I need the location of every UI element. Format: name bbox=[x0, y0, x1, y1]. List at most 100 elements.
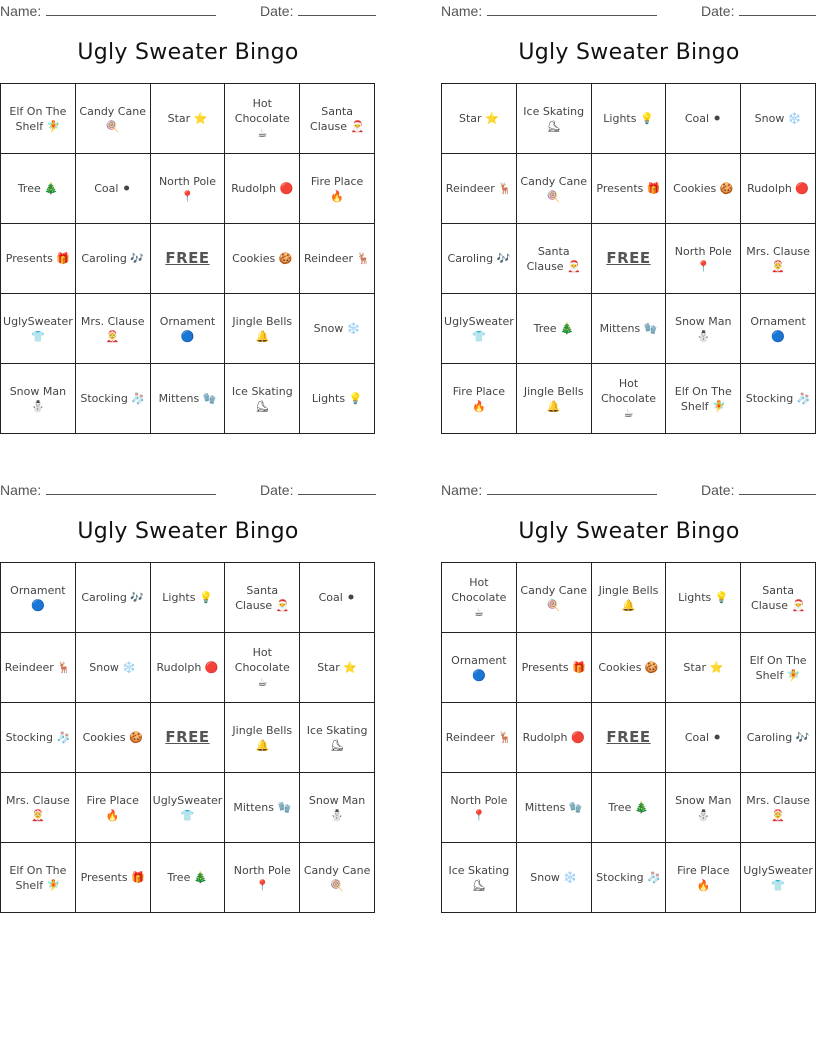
bingo-cell: Ice Skating ⛸ bbox=[300, 703, 375, 773]
bingo-cell: UglySweater 👕 bbox=[442, 294, 517, 364]
name-field: Name: bbox=[0, 481, 217, 498]
bingo-cell: Ice Skating ⛸ bbox=[442, 843, 517, 913]
bingo-cell: Reindeer 🦌 bbox=[1, 633, 76, 703]
bingo-cell: Mrs. Clause 🤶 bbox=[1, 773, 76, 843]
bingo-cell: Jingle Bells 🔔 bbox=[225, 294, 301, 364]
bingo-cell: Presents 🎁 bbox=[1, 224, 76, 294]
bingo-cell: Santa Clause 🎅 bbox=[741, 563, 816, 633]
bingo-cell: Fire Place 🔥 bbox=[666, 843, 742, 913]
bingo-cell: Coal ⚫ bbox=[666, 703, 742, 773]
bingo-cell: Stocking 🧦 bbox=[741, 364, 816, 434]
bingo-grid: Ornament 🔵 Caroling 🎶 Lights 💡 Santa Clause… bbox=[0, 562, 375, 913]
bingo-cell: Reindeer 🦌 bbox=[442, 703, 517, 773]
free-space-cell: FREE bbox=[150, 703, 226, 773]
bingo-cell: Santa Clause 🎅 bbox=[225, 563, 301, 633]
bingo-cell: Reindeer 🦌 bbox=[300, 224, 375, 294]
name-label: Name: bbox=[0, 482, 42, 498]
bingo-cell: Ice Skating ⛸ bbox=[225, 364, 301, 434]
bingo-card-2: Name: Date: Ugly Sweater Bingo Star ⭐ Ice… bbox=[441, 0, 816, 440]
name-line bbox=[46, 2, 217, 16]
bingo-cell: Hot Chocolate ☕ bbox=[442, 563, 517, 633]
date-line bbox=[298, 2, 377, 16]
name-line bbox=[46, 481, 217, 495]
bingo-cell: Snow Man ⛄ bbox=[1, 364, 76, 434]
date-line bbox=[298, 481, 377, 495]
card-header: Name: Date: bbox=[0, 2, 377, 20]
bingo-grid: Star ⭐ Ice Skating ⛸ Lights 💡 Coal ⚫ Snow ❄️… bbox=[441, 83, 816, 434]
bingo-cell: Snow Man ⛄ bbox=[666, 294, 742, 364]
bingo-cell: Ornament 🔵 bbox=[442, 633, 517, 703]
name-line bbox=[487, 481, 658, 495]
free-space-cell: FREE bbox=[591, 703, 667, 773]
bingo-cell: Cookies 🍪 bbox=[591, 633, 667, 703]
bingo-cell: Coal ⚫ bbox=[300, 563, 375, 633]
bingo-card-4: Name: Date: Ugly Sweater Bingo Hot Choco… bbox=[441, 479, 816, 919]
bingo-cell: Cookies 🍪 bbox=[666, 154, 742, 224]
bingo-cell: Presents 🎁 bbox=[591, 154, 667, 224]
name-line bbox=[487, 2, 658, 16]
bingo-cell: Snow ❄️ bbox=[300, 294, 375, 364]
bingo-cell: North Pole 📍 bbox=[666, 224, 742, 294]
bingo-cell: Coal ⚫ bbox=[75, 154, 151, 224]
bingo-cell: Ornament 🔵 bbox=[150, 294, 226, 364]
bingo-cell: Cookies 🍪 bbox=[225, 224, 301, 294]
bingo-grid: Elf On The Shelf 🧚 Candy Cane 🍭 Star ⭐ Hot … bbox=[0, 83, 375, 434]
free-space-cell: FREE bbox=[591, 224, 667, 294]
bingo-cell: Rudolph 🔴 bbox=[225, 154, 301, 224]
bingo-cell: Stocking 🧦 bbox=[75, 364, 151, 434]
bingo-cell: Caroling 🎶 bbox=[75, 224, 151, 294]
bingo-cell: Caroling 🎶 bbox=[75, 563, 151, 633]
bingo-cell: Santa Clause 🎅 bbox=[516, 224, 592, 294]
bingo-cell: North Pole 📍 bbox=[442, 773, 517, 843]
name-field: Name: bbox=[0, 2, 217, 19]
bingo-cell: Snow Man ⛄ bbox=[300, 773, 375, 843]
bingo-cell: Rudolph 🔴 bbox=[516, 703, 592, 773]
name-label: Name: bbox=[441, 3, 483, 19]
bingo-cell: Hot Chocolate ☕ bbox=[591, 364, 667, 434]
bingo-cell: Candy Cane 🍭 bbox=[516, 154, 592, 224]
bingo-cell: Tree 🎄 bbox=[516, 294, 592, 364]
free-space-cell: FREE bbox=[150, 224, 226, 294]
bingo-cell: Star ⭐ bbox=[300, 633, 375, 703]
bingo-cell: Stocking 🧦 bbox=[1, 703, 76, 773]
bingo-cell: Candy Cane 🍭 bbox=[516, 563, 592, 633]
bingo-cell: Mrs. Clause 🤶 bbox=[741, 224, 816, 294]
card-title: Ugly Sweater Bingo bbox=[77, 40, 299, 65]
bingo-cell: Caroling 🎶 bbox=[741, 703, 816, 773]
date-label: Date: bbox=[701, 3, 735, 19]
bingo-cell: Snow ❄️ bbox=[741, 84, 816, 154]
bingo-cell: Jingle Bells 🔔 bbox=[225, 703, 301, 773]
bingo-cell: Tree 🎄 bbox=[1, 154, 76, 224]
card-title: Ugly Sweater Bingo bbox=[77, 519, 299, 544]
bingo-cell: Rudolph 🔴 bbox=[150, 633, 226, 703]
bingo-cell: Santa Clause 🎅 bbox=[300, 84, 375, 154]
bingo-cell: Mittens 🧤 bbox=[225, 773, 301, 843]
bingo-cell: Mittens 🧤 bbox=[591, 294, 667, 364]
bingo-cell: North Pole 📍 bbox=[150, 154, 226, 224]
date-field: Date: bbox=[260, 481, 377, 498]
bingo-cell: UglySweater 👕 bbox=[1, 294, 76, 364]
bingo-cell: Cookies 🍪 bbox=[75, 703, 151, 773]
bingo-cell: Reindeer 🦌 bbox=[442, 154, 517, 224]
name-field: Name: bbox=[441, 2, 658, 19]
bingo-cell: Ornament 🔵 bbox=[1, 563, 76, 633]
bingo-cell: Candy Cane 🍭 bbox=[75, 84, 151, 154]
bingo-cell: Elf On The Shelf 🧚 bbox=[1, 843, 76, 913]
date-line bbox=[739, 2, 816, 16]
bingo-cell: Fire Place 🔥 bbox=[300, 154, 375, 224]
bingo-cell: Caroling 🎶 bbox=[442, 224, 517, 294]
bingo-cell: Mrs. Clause 🤶 bbox=[75, 294, 151, 364]
bingo-cell: Star ⭐ bbox=[442, 84, 517, 154]
bingo-cell: Jingle Bells 🔔 bbox=[516, 364, 592, 434]
bingo-cell: Presents 🎁 bbox=[516, 633, 592, 703]
bingo-cell: Mittens 🧤 bbox=[150, 364, 226, 434]
bingo-cell: Lights 💡 bbox=[591, 84, 667, 154]
bingo-cell: Lights 💡 bbox=[150, 563, 226, 633]
bingo-cell: Lights 💡 bbox=[300, 364, 375, 434]
bingo-cell: Fire Place 🔥 bbox=[442, 364, 517, 434]
date-label: Date: bbox=[260, 482, 294, 498]
card-title: Ugly Sweater Bingo bbox=[518, 40, 740, 65]
card-header: Name: Date: bbox=[441, 2, 816, 20]
bingo-cell: Coal ⚫ bbox=[666, 84, 742, 154]
name-field: Name: bbox=[441, 481, 658, 498]
